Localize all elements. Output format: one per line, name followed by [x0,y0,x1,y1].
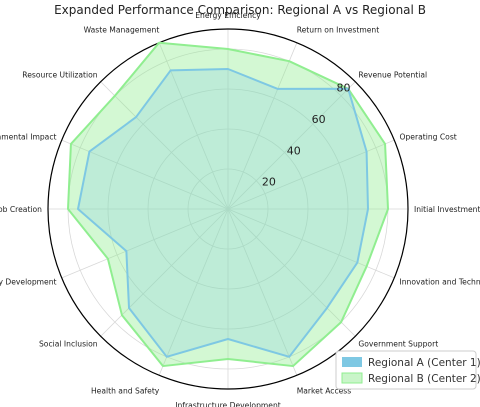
category-label-initial-investment-cost: Initial Investment Cost [414,205,480,214]
radial-tick-20: 20 [262,176,276,189]
category-label-return-on-investment: Return on Investment [297,26,380,35]
series-area-regional-b-center-2 [67,41,389,368]
grid-spoke-resource-utilization [100,81,229,210]
category-label-market-access: Market Access [297,387,352,396]
category-label-infrastructure-development: Infrastructure Development [175,401,281,407]
radial-tick-labels: 20 40 60 80 [262,82,351,189]
grid-spoke-health-and-safety [158,208,229,376]
series-layer [67,41,389,368]
grid-spoke-government-support [227,208,356,337]
category-label-revenue-potential: Revenue Potential [358,71,427,80]
category-label-operating-cost: Operating Cost [400,132,457,141]
category-label-innovation-and-technology-adoption: Innovation and Technology Adoption [400,278,480,287]
legend-label-regional-a: Regional A (Center 1) [368,357,480,369]
legend-label-regional-b: Regional B (Center 2) [368,373,480,385]
category-label-health-and-safety: Health and Safety [91,387,160,396]
series-area-regional-a-center-1 [77,68,369,358]
category-label-social-inclusion: Social Inclusion [39,339,98,348]
category-labels: Energy Efficiency Return on Investment Rev… [0,11,480,407]
category-label-waste-management: Waste Management [84,26,160,35]
grid-spoke-revenue-potential [227,81,356,210]
radial-tick-80: 80 [337,82,351,95]
category-label-government-support: Government Support [358,339,438,348]
grid-spoke-community-development [61,208,229,279]
category-label-resource-utilization: Resource Utilization [22,71,97,80]
category-label-community-development: Community Development [0,278,57,287]
legend: Regional A (Center 1) Regional B (Center… [335,350,480,390]
category-label-environmental-impact: Environmental Impact [0,132,57,141]
outer-frame [47,28,409,390]
radial-tick-60: 60 [312,113,326,126]
category-label-job-creation: Job Creation [0,205,42,214]
category-label-energy-efficiency: Energy Efficiency [195,11,261,20]
grid-spoke-market-access [227,208,298,376]
legend-box [335,350,477,390]
legend-swatch-regional-a [342,357,362,367]
radial-tick-40: 40 [287,144,301,157]
chart-title: Expanded Performance Comparison: Regiona… [54,3,426,17]
grid-spoke-return-on-investment [227,42,298,210]
legend-swatch-regional-b [341,372,363,384]
